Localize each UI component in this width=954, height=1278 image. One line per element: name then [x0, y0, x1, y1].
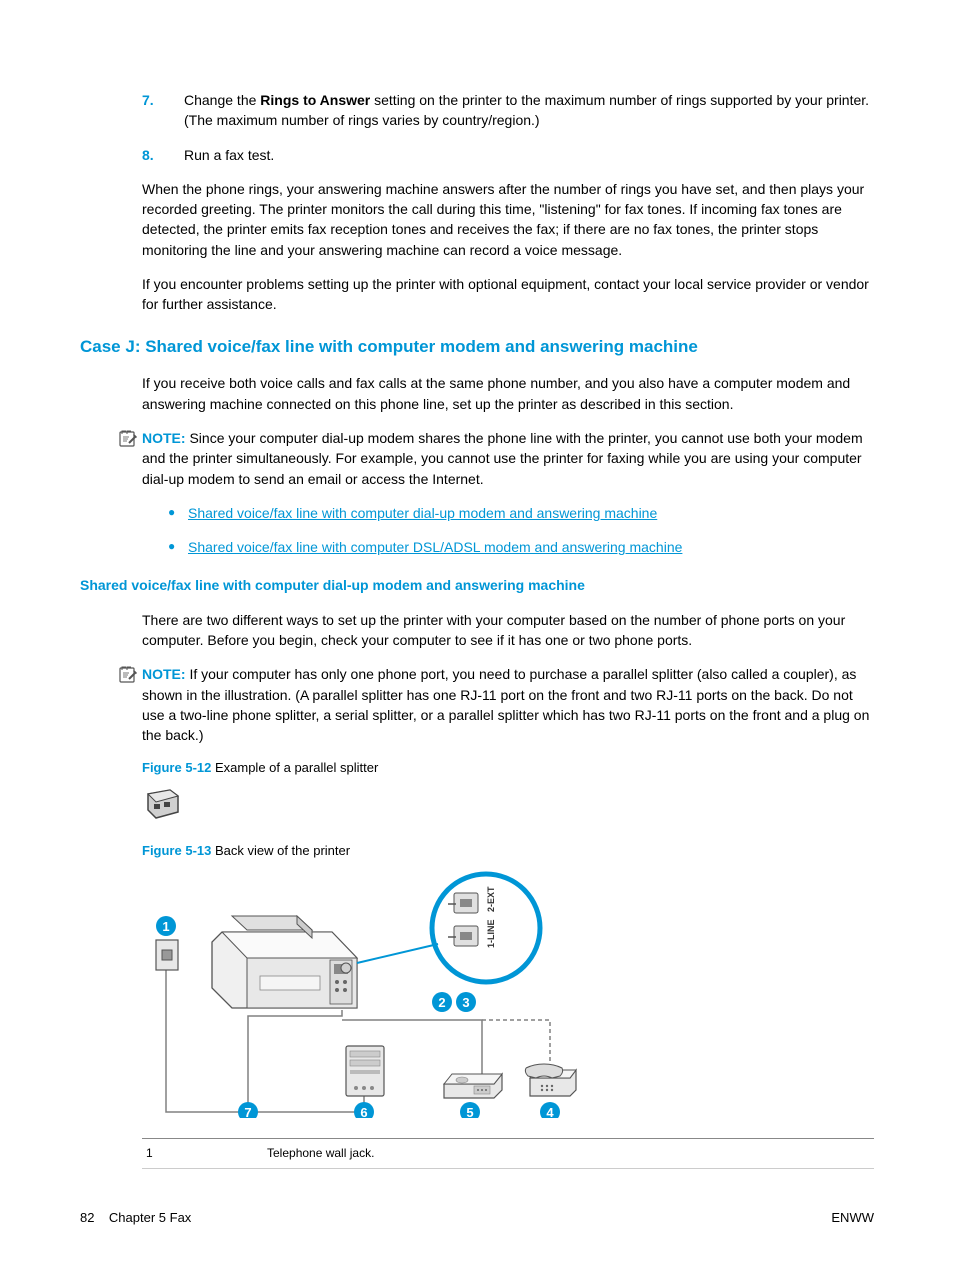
- step-8: 8. Run a fax test.: [142, 145, 874, 165]
- paragraph: If you receive both voice calls and fax …: [142, 373, 874, 414]
- paragraph: If you encounter problems setting up the…: [142, 274, 874, 315]
- figure-title: Back view of the printer: [211, 843, 350, 858]
- bullet-icon: ●: [168, 537, 188, 557]
- figure-caption: Figure 5-12 Example of a parallel splitt…: [142, 759, 874, 778]
- step-text: Run a fax test.: [184, 145, 874, 165]
- page-number: 82: [80, 1210, 94, 1225]
- figure-label: Figure 5-12: [142, 760, 211, 775]
- figure-splitter: [142, 786, 874, 827]
- port-label-2ext: 2-EXT: [486, 886, 496, 912]
- footer-right: ENWW: [831, 1209, 874, 1228]
- page-footer: 82 Chapter 5 Fax ENWW: [80, 1209, 874, 1228]
- table-cell-desc: Telephone wall jack.: [267, 1145, 874, 1162]
- step-number: 8.: [142, 145, 184, 165]
- note-label: NOTE:: [142, 666, 186, 682]
- svg-text:4: 4: [546, 1105, 554, 1118]
- note-body: Since your computer dial-up modem shares…: [142, 430, 863, 487]
- table-row: 1 Telephone wall jack.: [142, 1138, 874, 1169]
- svg-text:7: 7: [244, 1105, 251, 1118]
- paragraph: There are two different ways to set up t…: [142, 610, 874, 651]
- step-number: 7.: [142, 90, 184, 131]
- figure-printer-diagram: 2-EXT 1-LINE: [142, 868, 874, 1123]
- note-label: NOTE:: [142, 430, 186, 446]
- heading-case-j: Case J: Shared voice/fax line with compu…: [80, 335, 874, 360]
- note-block: NOTE: Since your computer dial-up modem …: [118, 428, 874, 489]
- figure-label: Figure 5-13: [142, 843, 211, 858]
- chapter-label: Chapter 5 Fax: [109, 1210, 191, 1225]
- svg-text:1: 1: [162, 919, 169, 934]
- step-prefix: Change the: [184, 92, 260, 108]
- svg-text:3: 3: [462, 995, 469, 1010]
- step-bold: Rings to Answer: [260, 92, 370, 108]
- figure-title: Example of a parallel splitter: [211, 760, 378, 775]
- figure-caption: Figure 5-13 Back view of the printer: [142, 842, 874, 861]
- footer-left: 82 Chapter 5 Fax: [80, 1209, 191, 1228]
- link-dialup[interactable]: Shared voice/fax line with computer dial…: [188, 503, 657, 523]
- note-text: NOTE: Since your computer dial-up modem …: [142, 428, 874, 489]
- table-cell-num: 1: [142, 1145, 267, 1162]
- svg-text:6: 6: [360, 1105, 367, 1118]
- paragraph: When the phone rings, your answering mac…: [142, 179, 874, 260]
- note-text: NOTE: If your computer has only one phon…: [142, 664, 874, 745]
- note-body: If your computer has only one phone port…: [142, 666, 869, 743]
- bullet-icon: ●: [168, 503, 188, 523]
- step-7: 7. Change the Rings to Answer setting on…: [142, 90, 874, 131]
- step-text: Change the Rings to Answer setting on th…: [184, 90, 874, 131]
- svg-text:5: 5: [466, 1105, 473, 1118]
- svg-text:2: 2: [438, 995, 445, 1010]
- link-dsl[interactable]: Shared voice/fax line with computer DSL/…: [188, 537, 682, 557]
- link-list: ● Shared voice/fax line with computer di…: [168, 503, 874, 558]
- heading-shared-dialup: Shared voice/fax line with computer dial…: [80, 575, 874, 595]
- note-icon: [118, 664, 142, 745]
- list-item: ● Shared voice/fax line with computer DS…: [168, 537, 874, 557]
- list-item: ● Shared voice/fax line with computer di…: [168, 503, 874, 523]
- note-icon: [118, 428, 142, 489]
- note-block: NOTE: If your computer has only one phon…: [118, 664, 874, 745]
- port-label-1line: 1-LINE: [486, 920, 496, 949]
